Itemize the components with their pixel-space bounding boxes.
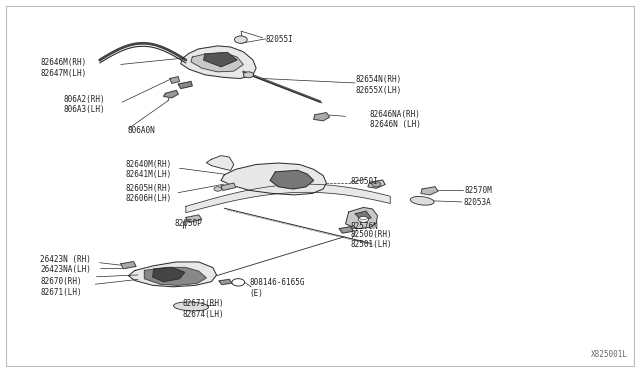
Polygon shape: [153, 267, 184, 282]
Polygon shape: [186, 215, 202, 222]
Polygon shape: [270, 170, 314, 189]
Polygon shape: [145, 267, 206, 285]
Text: 82670(RH)
82671(LH): 82670(RH) 82671(LH): [40, 277, 82, 296]
Polygon shape: [221, 163, 326, 195]
Circle shape: [358, 217, 369, 222]
Polygon shape: [346, 208, 378, 229]
Text: 82605H(RH)
82606H(LH): 82605H(RH) 82606H(LH): [125, 184, 172, 203]
Text: 806A2(RH)
806A3(LH): 806A2(RH) 806A3(LH): [63, 95, 105, 114]
Polygon shape: [206, 155, 234, 170]
Ellipse shape: [410, 196, 434, 205]
Polygon shape: [314, 113, 330, 121]
Text: 82053A: 82053A: [463, 198, 491, 207]
Circle shape: [232, 279, 244, 286]
Text: 82640M(RH)
82641M(LH): 82640M(RH) 82641M(LH): [125, 160, 172, 179]
Text: 82500(RH)
82501(LH): 82500(RH) 82501(LH): [351, 230, 392, 250]
Polygon shape: [180, 46, 256, 78]
Polygon shape: [191, 52, 243, 72]
Text: 82673(RH)
82674(LH): 82673(RH) 82674(LH): [182, 299, 225, 319]
Text: 82646NA(RH)
82646N (LH): 82646NA(RH) 82646N (LH): [370, 110, 420, 129]
Circle shape: [214, 187, 221, 191]
Text: X825001L: X825001L: [591, 350, 628, 359]
Text: 82570M: 82570M: [465, 186, 492, 195]
Polygon shape: [204, 52, 237, 67]
Polygon shape: [170, 77, 179, 83]
Polygon shape: [339, 227, 353, 233]
Polygon shape: [368, 180, 385, 188]
Polygon shape: [121, 262, 136, 269]
Polygon shape: [221, 183, 236, 190]
Polygon shape: [129, 262, 216, 287]
Text: 806A0N: 806A0N: [127, 126, 155, 135]
Polygon shape: [178, 81, 192, 89]
Text: 82050P: 82050P: [174, 219, 202, 228]
Circle shape: [372, 182, 381, 187]
Text: 82050I: 82050I: [351, 177, 378, 186]
Ellipse shape: [173, 302, 209, 311]
Polygon shape: [186, 184, 390, 213]
Circle shape: [243, 72, 253, 78]
Polygon shape: [164, 90, 178, 98]
Polygon shape: [421, 187, 438, 195]
Polygon shape: [219, 279, 232, 285]
Text: 82576N: 82576N: [351, 222, 378, 231]
Polygon shape: [355, 211, 371, 220]
Text: 82055I: 82055I: [266, 35, 294, 44]
Text: 26423N (RH)
26423NA(LH): 26423N (RH) 26423NA(LH): [40, 255, 91, 274]
Text: 82654N(RH)
82655X(LH): 82654N(RH) 82655X(LH): [355, 76, 401, 95]
Circle shape: [234, 36, 247, 43]
Text: 808146-6165G
(E): 808146-6165G (E): [250, 278, 305, 298]
Text: 82646M(RH)
82647M(LH): 82646M(RH) 82647M(LH): [40, 58, 86, 78]
